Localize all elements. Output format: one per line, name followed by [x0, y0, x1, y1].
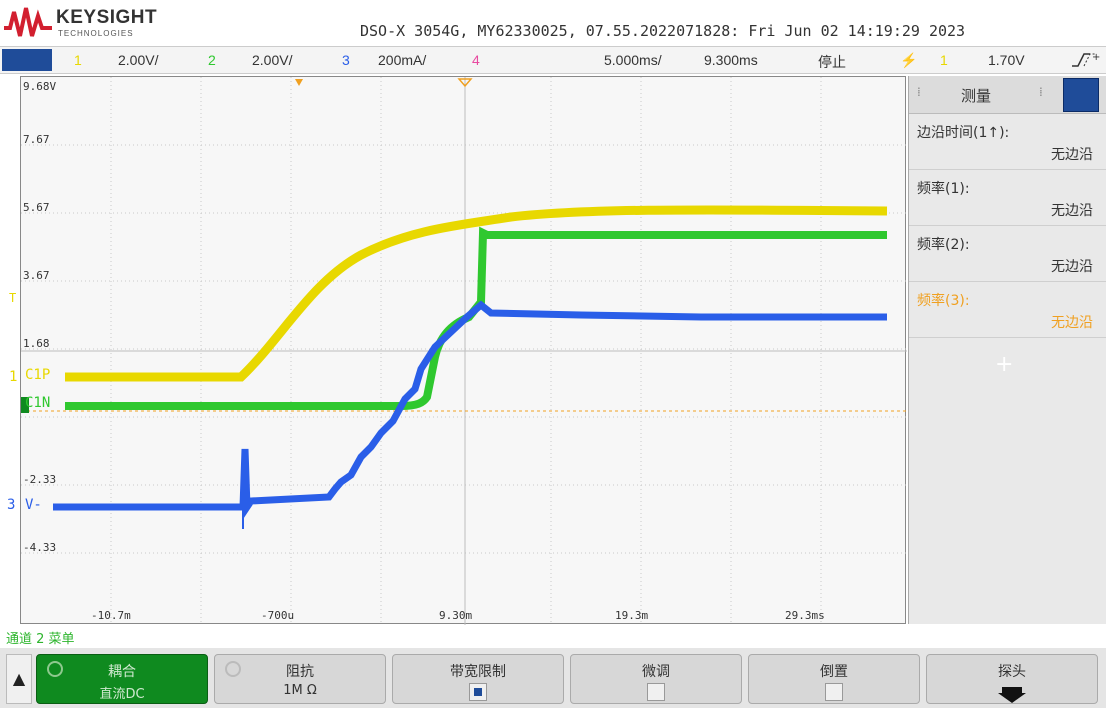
y-label: -2.33: [23, 473, 57, 486]
graticule-and-traces: [21, 77, 907, 625]
knob-icon: [225, 661, 241, 677]
measurement-row[interactable]: 频率(2): 无边沿: [909, 226, 1106, 282]
keysight-wave-icon: [4, 7, 52, 37]
svg-text:+: +: [1092, 52, 1100, 63]
fine-adjust-checkbox[interactable]: [647, 683, 665, 701]
knob-icon: [47, 661, 63, 677]
ch1-scale[interactable]: 2.00V/: [118, 52, 159, 68]
measurement-title: 测量: [961, 87, 992, 105]
softkey-label: 微调: [642, 664, 670, 680]
waveform-display[interactable]: 9.68V 7.67 5.67 3.67 1.68 -2.33 -4.33 -1…: [7, 76, 907, 625]
grip-icon: ⁞: [917, 85, 921, 99]
run-state: 停止: [818, 54, 846, 70]
softkey-label: 阻抗: [286, 664, 314, 680]
measurement-panel: ⁞ 测量 ⁞ 边沿时间(1↑): 无边沿 频率(1): 无边沿 频率(2): 无…: [908, 76, 1106, 624]
x-label: 19.3m: [615, 609, 649, 622]
trigger-source[interactable]: 1: [940, 52, 948, 68]
menu-up-button[interactable]: ▲: [6, 654, 32, 704]
bandwidth-limit-softkey[interactable]: 带宽限制: [392, 654, 564, 704]
measurement-label: 频率(3):: [917, 293, 970, 309]
y-label: -4.33: [23, 541, 57, 554]
softkey-label: 探头: [998, 664, 1026, 680]
y-label: 3.67: [23, 269, 50, 282]
measurement-row[interactable]: 频率(3): 无边沿: [909, 282, 1106, 338]
probe-softkey[interactable]: 探头: [926, 654, 1098, 704]
ch2-scale[interactable]: 2.00V/: [252, 52, 293, 68]
trigger-t-marker: T: [9, 291, 17, 305]
timebase-delay[interactable]: 9.300ms: [704, 52, 758, 68]
trigger-edge-icon: ⚡: [900, 52, 918, 68]
measurement-label: 边沿时间(1↑):: [917, 125, 1010, 141]
measurement-row[interactable]: 频率(1): 无边沿: [909, 170, 1106, 226]
fine-adjust-softkey[interactable]: 微调: [570, 654, 742, 704]
softkey-bar: ▲ 耦合 直流DC 阻抗 1M Ω 带宽限制 微调 倒置 探头: [0, 648, 1106, 708]
grip-icon: ⁞: [1039, 85, 1043, 99]
ch2-ground-marker[interactable]: 2: [7, 397, 14, 410]
ch3-scale[interactable]: 200mA/: [378, 52, 427, 68]
measurement-value: 无边沿: [1051, 315, 1093, 331]
brand-sub: TECHNOLOGIES: [58, 29, 134, 38]
ch2-label: C1N: [25, 395, 51, 411]
run-indicator[interactable]: [2, 49, 52, 71]
measurement-value: 无边沿: [1051, 259, 1093, 275]
softkey-label: 倒置: [820, 664, 848, 680]
trigger-level[interactable]: 1.70V: [988, 52, 1025, 68]
brand-name: KEYSIGHT: [56, 7, 158, 28]
invert-softkey[interactable]: 倒置: [748, 654, 920, 704]
status-bar: 1 2.00V/ 2 2.00V/ 3 200mA/ 4 5.000ms/ 9.…: [0, 46, 1106, 74]
softkey-value: 1M Ω: [283, 683, 317, 698]
measurement-value: 无边沿: [1051, 147, 1093, 163]
x-label: 9.30m: [439, 609, 473, 622]
ch1-ground-marker[interactable]: 1: [9, 369, 18, 385]
y-label: 5.67: [23, 201, 50, 214]
ch1-number[interactable]: 1: [74, 52, 82, 68]
impedance-softkey[interactable]: 阻抗 1M Ω: [214, 654, 386, 704]
y-label: 9.68V: [23, 80, 57, 93]
x-label: 29.3ms: [785, 609, 825, 622]
timebase-scale[interactable]: 5.000ms/: [604, 52, 662, 68]
ch3-label: V-: [25, 497, 42, 513]
trigger-slope-icon: +: [1072, 52, 1100, 67]
ch1-label: C1P: [25, 367, 51, 383]
invert-checkbox[interactable]: [825, 683, 843, 701]
y-label: 7.67: [23, 133, 50, 146]
submenu-arrow-icon: [998, 687, 1026, 703]
add-measurement-button[interactable]: +: [995, 352, 1014, 377]
measurement-label: 频率(1):: [917, 181, 970, 197]
ch2-number[interactable]: 2: [208, 52, 216, 68]
softkey-label: 带宽限制: [450, 664, 506, 680]
ch3-number[interactable]: 3: [342, 52, 350, 68]
bandwidth-limit-checkbox[interactable]: [469, 683, 487, 701]
measurement-menu-button[interactable]: [1063, 78, 1099, 112]
instrument-info: DSO-X 3054G, MY62330025, 07.55.202207182…: [360, 22, 966, 40]
measurement-label: 频率(2):: [917, 237, 970, 253]
coupling-softkey[interactable]: 耦合 直流DC: [36, 654, 208, 704]
y-label: 1.68: [23, 337, 50, 350]
softkey-value: 直流DC: [99, 687, 145, 702]
ch3-ground-marker[interactable]: 3: [7, 497, 16, 513]
keysight-logo: KEYSIGHT TECHNOLOGIES: [4, 4, 174, 44]
ch4-number[interactable]: 4: [472, 52, 480, 68]
x-label: -10.7m: [91, 609, 131, 622]
measurement-row[interactable]: 边沿时间(1↑): 无边沿: [909, 114, 1106, 170]
channel-menu-title: 通道 2 菜单: [6, 632, 75, 647]
x-label: -700u: [261, 609, 295, 622]
softkey-label: 耦合: [108, 664, 136, 680]
measurement-value: 无边沿: [1051, 203, 1093, 219]
measurement-header: ⁞ 测量 ⁞: [909, 76, 1106, 114]
